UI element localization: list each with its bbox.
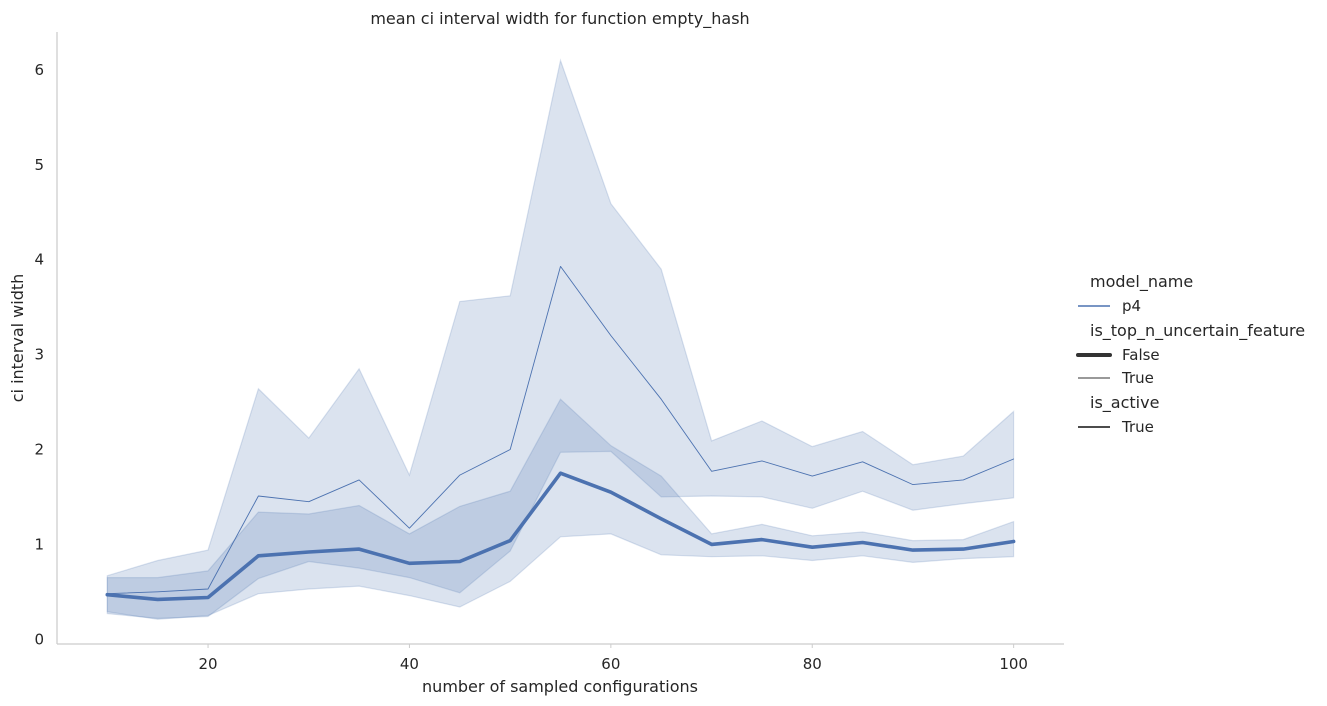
legend: model_name p4 is_top_n_uncertain_feature Fa…: [1076, 272, 1305, 436]
x-tick-label: 100: [999, 655, 1028, 673]
legend-title: is_top_n_uncertain_feature: [1090, 321, 1305, 341]
x-tick-label: 40: [400, 655, 419, 673]
legend-title: model_name: [1090, 272, 1193, 292]
y-tick-label: 3: [34, 346, 44, 364]
chart-title: mean ci interval width for function empt…: [370, 9, 749, 29]
legend-entry-label: False: [1122, 346, 1160, 364]
ci-band-true: [106, 58, 1015, 620]
y-tick-label: 6: [34, 61, 44, 79]
x-axis-label: number of sampled configurations: [422, 677, 698, 696]
legend-entry-label: p4: [1122, 297, 1141, 315]
legend-entry-label: True: [1121, 418, 1154, 436]
y-tick-labels: 0 1 2 3 4 5 6: [34, 61, 44, 648]
x-tick-label: 60: [601, 655, 620, 673]
legend-entry-label: True: [1121, 369, 1154, 387]
y-tick-label: 5: [34, 156, 44, 174]
series-line-true: [106, 265, 1015, 595]
confidence-bands: [106, 58, 1015, 620]
y-tick-label: 2: [34, 440, 44, 458]
y-tick-label: 4: [34, 251, 44, 269]
y-axis-label: ci interval width: [8, 274, 27, 403]
legend-title: is_active: [1090, 393, 1159, 413]
y-tick-label: 0: [34, 630, 44, 648]
series-line-false: [105, 471, 1016, 602]
x-tick-label: 20: [199, 655, 218, 673]
x-tick-label: 80: [803, 655, 822, 673]
x-tick-labels: 20 40 60 80 100: [199, 644, 1028, 673]
series-lines: [105, 265, 1016, 602]
ci-band-false: [106, 398, 1015, 620]
y-tick-label: 1: [34, 535, 44, 553]
